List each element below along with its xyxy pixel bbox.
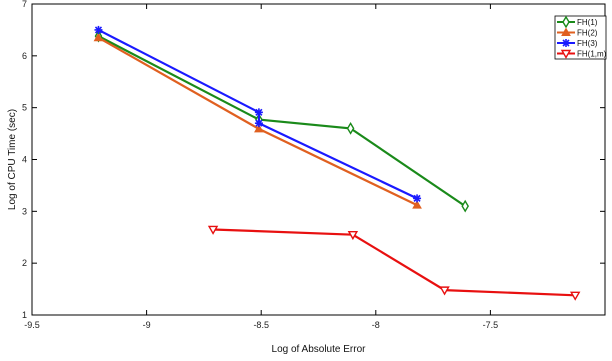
legend-label: FH(3) bbox=[577, 39, 598, 48]
legend-marker bbox=[560, 49, 572, 59]
series-2 bbox=[94, 25, 422, 203]
data-point bbox=[347, 230, 359, 241]
star-marker-stroke bbox=[255, 119, 263, 127]
y-tick-label: 7 bbox=[22, 0, 27, 9]
data-point bbox=[412, 200, 422, 209]
x-tick-label: -9 bbox=[143, 320, 151, 330]
data-point bbox=[254, 123, 264, 133]
x-tick-label: -7.5 bbox=[483, 320, 499, 330]
y-tick-label: 6 bbox=[22, 51, 27, 61]
y-tick-label: 1 bbox=[22, 310, 27, 320]
legend-marker bbox=[561, 27, 571, 36]
legend-label: FH(1,m) bbox=[577, 50, 607, 59]
x-tick-label: -9.5 bbox=[24, 320, 40, 330]
series-1 bbox=[93, 32, 422, 209]
series-3 bbox=[207, 225, 581, 301]
series-layer bbox=[93, 25, 581, 301]
series-line bbox=[97, 35, 466, 208]
y-tick-label: 3 bbox=[22, 206, 27, 216]
star-marker-stroke bbox=[413, 194, 421, 202]
x-tick-label: -8 bbox=[372, 320, 380, 330]
legend-marker bbox=[562, 39, 570, 47]
data-point bbox=[346, 122, 355, 135]
data-point bbox=[254, 119, 263, 128]
y-axis-title: Log of CPU Time (sec) bbox=[7, 109, 18, 210]
data-point bbox=[93, 32, 104, 42]
star-marker-stroke bbox=[94, 26, 103, 34]
plot-area bbox=[31, 3, 606, 316]
star-marker-stroke bbox=[255, 108, 263, 116]
legend-label: FH(1) bbox=[577, 18, 598, 27]
data-point bbox=[461, 199, 470, 213]
data-point bbox=[439, 286, 450, 296]
legend-label: FH(2) bbox=[577, 29, 598, 38]
star-marker-stroke bbox=[562, 39, 570, 47]
x-axis-title: Log of Absolute Error bbox=[272, 344, 367, 355]
data-point bbox=[254, 108, 263, 117]
series-line bbox=[213, 228, 576, 297]
data-point bbox=[94, 25, 103, 34]
data-point bbox=[413, 194, 422, 203]
data-point bbox=[207, 225, 219, 235]
y-tick-label: 4 bbox=[22, 155, 27, 165]
data-point bbox=[569, 291, 581, 301]
y-tick-label: 5 bbox=[22, 103, 27, 113]
legend: FH(1) FH(2)FH(3) FH(1,m) bbox=[554, 15, 607, 60]
x-tick-label: -8.5 bbox=[253, 320, 269, 330]
y-tick-label: 2 bbox=[22, 258, 27, 268]
legend-marker bbox=[562, 15, 570, 29]
axis-ticks: -9.5 -9 -8.5 -8 -7.5 1 2 3 4 5 6 7 bbox=[22, 0, 605, 330]
series-line bbox=[97, 28, 418, 200]
